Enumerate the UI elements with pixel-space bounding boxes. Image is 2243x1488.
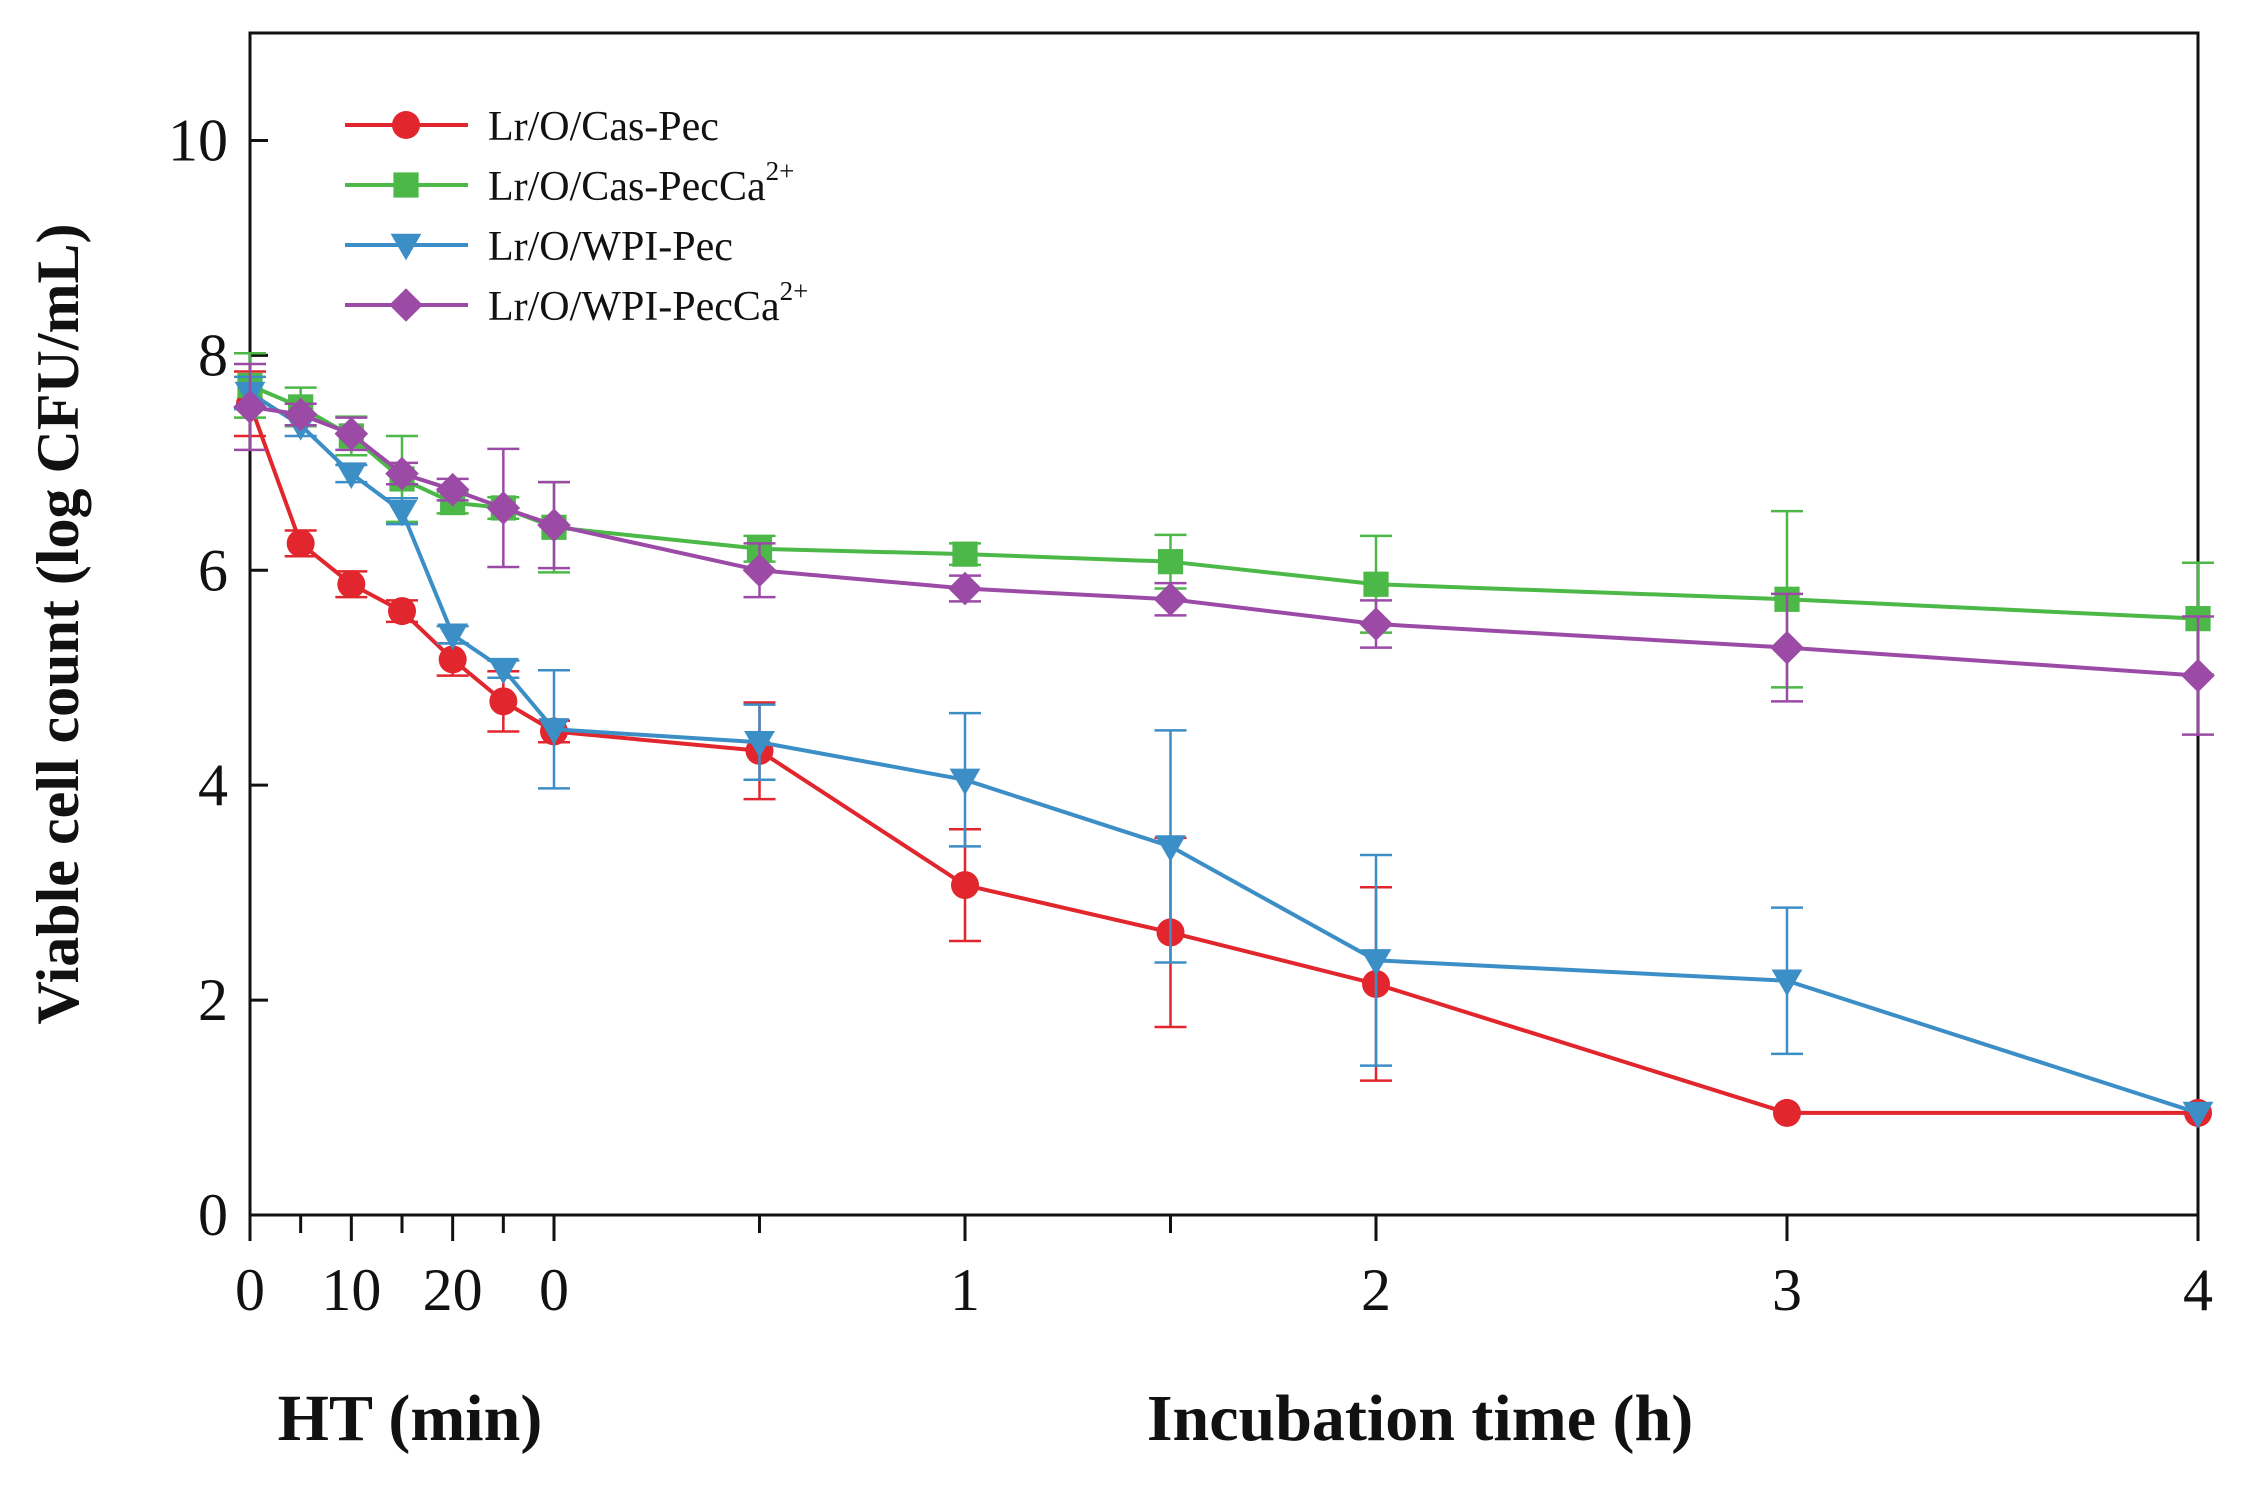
data-point	[385, 456, 419, 491]
legend: Lr/O/Cas-PecLr/O/Cas-PecCa2+Lr/O/WPI-Pec…	[345, 104, 808, 330]
y-tick-label: 10	[168, 107, 228, 173]
x-tick-label: 4	[2183, 1257, 2213, 1323]
y-tick-label: 4	[198, 752, 228, 818]
data-point	[286, 529, 315, 558]
y-tick-label: 2	[198, 967, 228, 1033]
data-point	[1157, 549, 1184, 575]
data-point	[744, 731, 775, 758]
legend-label-superscript: 2+	[780, 276, 809, 306]
legend-label: Lr/O/Cas-Pec	[488, 104, 719, 150]
data-point	[1153, 582, 1188, 617]
legend-entry-2: Lr/O/WPI-Pec	[345, 224, 733, 270]
data-point	[233, 390, 267, 424]
plot-border	[248, 31, 2200, 1217]
data-point	[487, 657, 519, 685]
data-point	[1360, 949, 1392, 976]
x-axis-title-incubation: Incubation time (h)	[1147, 1382, 1693, 1455]
legend-label-text: Lr/O/WPI-PecCa	[488, 284, 780, 330]
x-tick-label: 2	[1361, 1257, 1391, 1323]
legend-entry-1: Lr/O/Cas-PecCa2+	[345, 156, 794, 210]
data-point	[2182, 1101, 2214, 1129]
data-point	[1770, 630, 1804, 665]
data-point	[1363, 571, 1389, 597]
series-layer	[233, 351, 2215, 1129]
series-3	[233, 362, 2215, 736]
data-point	[438, 645, 467, 674]
x-axis: HT (min) Incubation time (h) 0 10 20 0 1 2 3 4	[235, 1215, 2213, 1455]
y-axis-title: Viable cell count (log CFU/mL)	[25, 223, 91, 1024]
data-point	[951, 871, 979, 900]
data-point	[437, 623, 469, 651]
data-point	[386, 499, 418, 527]
legend-marker	[392, 111, 420, 139]
x-tick-label: 20	[423, 1257, 483, 1323]
series-2	[234, 375, 2214, 1129]
legend-marker	[389, 288, 423, 322]
legend-entry-0: Lr/O/Cas-Pec	[345, 104, 719, 150]
x-axis-title-ht: HT (min)	[278, 1382, 543, 1455]
data-point	[948, 571, 982, 606]
data-point	[337, 570, 366, 599]
data-point	[742, 553, 777, 588]
data-point	[949, 768, 981, 796]
series-line	[249, 383, 2199, 621]
data-point	[489, 687, 518, 716]
legend-label-text: Lr/O/Cas-PecCa	[488, 164, 766, 210]
series-1	[234, 351, 2214, 689]
legend-label-text: Lr/O/WPI-Pec	[488, 224, 733, 270]
data-point	[538, 718, 570, 745]
data-point	[435, 472, 470, 507]
x-tick-label: 10	[321, 1257, 381, 1323]
legend-entry-3: Lr/O/WPI-PecCa2+	[345, 276, 808, 330]
data-point	[1773, 1098, 1801, 1127]
data-point	[486, 491, 521, 525]
data-point	[334, 417, 369, 451]
legend-label-text: Lr/O/Cas-Pec	[488, 104, 719, 150]
series-line	[248, 391, 2199, 1115]
x-tick-label: 0	[235, 1257, 265, 1323]
y-axis: Viable cell count (log CFU/mL) 0 2 4 6 8 10	[25, 107, 268, 1248]
data-point	[283, 397, 318, 432]
legend-marker	[393, 172, 419, 198]
data-point	[335, 462, 367, 489]
legend-label: Lr/O/Cas-PecCa2+	[488, 156, 794, 210]
series-line	[249, 404, 2199, 678]
y-tick-label: 6	[198, 537, 228, 603]
legend-label-superscript: 2+	[766, 156, 795, 186]
plot-frame	[248, 31, 2200, 1217]
y-tick-label: 8	[198, 322, 228, 388]
data-point	[1771, 969, 1803, 997]
data-point	[1155, 835, 1186, 862]
data-point	[1359, 607, 1393, 641]
legend-label: Lr/O/WPI-PecCa2+	[488, 276, 808, 330]
x-tick-label: 3	[1772, 1257, 1802, 1323]
data-point	[952, 541, 978, 567]
x-tick-label: 1	[950, 1257, 980, 1323]
data-point	[388, 597, 416, 626]
y-tick-label: 0	[198, 1182, 228, 1248]
data-point	[2181, 658, 2215, 693]
series-line	[248, 403, 2198, 1115]
legend-label: Lr/O/WPI-Pec	[488, 224, 733, 270]
series-0	[234, 370, 2212, 1127]
x-tick-label: 0	[539, 1257, 569, 1323]
legend-marker	[390, 233, 422, 261]
data-point	[537, 508, 571, 542]
